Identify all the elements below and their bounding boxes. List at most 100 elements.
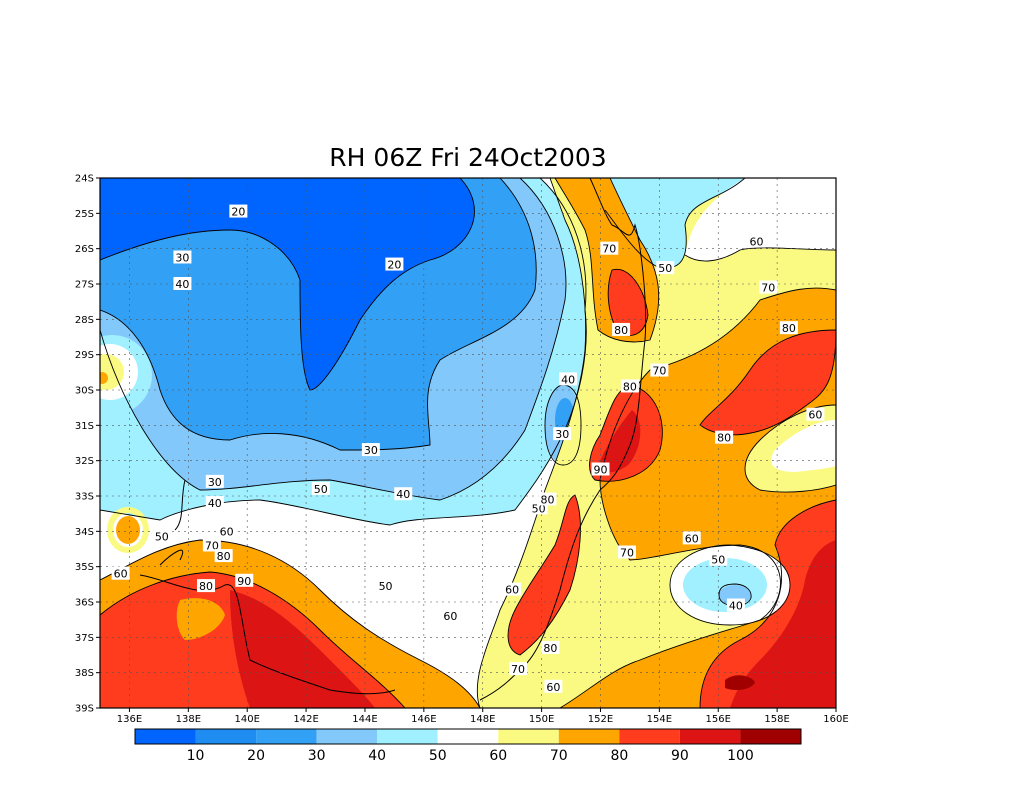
- contour-label-bg: [612, 322, 631, 336]
- fill-80-90-north: [608, 269, 648, 336]
- contour-label-bg: [214, 549, 233, 563]
- contour-label: 80: [623, 380, 637, 393]
- fill-west-34s-orange: [116, 516, 140, 544]
- contour-label: 60: [685, 532, 699, 545]
- colorbar-label: 100: [727, 748, 754, 764]
- contour-label: 60: [750, 236, 764, 249]
- contour-labels: 20 20 30 40 30 30 40 40 50 40 30 50 60 50 70 80 60 80 90 50…: [111, 204, 825, 694]
- contour-label: 50: [711, 554, 725, 567]
- y-axis-ticks: 24S 25S 26S 27S 28S 29S 30S 31S 32S 33S 34S 35S 36S 3…: [75, 174, 100, 715]
- contour-line-70-south: [100, 539, 481, 708]
- contour-label-bg: [538, 492, 557, 506]
- x-tick-label: 140E: [234, 714, 259, 725]
- contour-label: 80: [540, 494, 554, 507]
- contour-label: 50: [155, 531, 169, 544]
- contour-label-bg: [591, 462, 610, 476]
- fill-90-100-southeast: [730, 540, 836, 708]
- contour-line-50-east-loop: [669, 544, 791, 626]
- x-tick-label: 142E: [293, 714, 318, 725]
- contour-lines: [100, 178, 836, 708]
- x-tick-label: 154E: [647, 714, 672, 725]
- contour-line-20: [100, 178, 475, 391]
- colorbar-label: 80: [610, 748, 628, 764]
- contour-label: 80: [782, 322, 796, 335]
- x-tick-label: 150E: [529, 714, 554, 725]
- contour-line-80-coast: [507, 494, 581, 656]
- colorbar-swatch: [437, 729, 499, 744]
- contour-label-bg: [173, 277, 192, 290]
- contour-label: 30: [364, 444, 378, 457]
- contour-label: 20: [231, 206, 245, 219]
- contour-label: 70: [761, 282, 775, 295]
- contour-label-bg: [394, 487, 413, 501]
- colorbar-swatch: [135, 729, 196, 744]
- colorbar-swatch: [740, 729, 801, 744]
- contour-label: 30: [555, 428, 569, 441]
- contour-label: 60: [808, 409, 822, 422]
- contour-line-80-south: [100, 571, 406, 708]
- contour-label-bg: [205, 474, 224, 488]
- colorbar-swatch: [558, 729, 620, 744]
- colorbar-swatch: [498, 729, 559, 744]
- contour-label-bg: [617, 545, 636, 559]
- contour-line-70-east: [559, 287, 836, 708]
- contour-label-bg: [544, 679, 563, 693]
- y-tick-label: 30S: [75, 386, 94, 397]
- colorbar-swatch: [619, 729, 680, 744]
- fill-east-white-pocket-inner: [771, 420, 836, 472]
- contour-label-bg: [205, 496, 224, 510]
- colorbar-label: 70: [550, 748, 568, 764]
- contour-label: 70: [602, 243, 616, 256]
- colorbar-swatch: [316, 729, 378, 744]
- y-tick-label: 31S: [75, 421, 94, 432]
- contour-label-bg: [311, 481, 330, 495]
- contour-label: 80: [199, 580, 213, 593]
- colorbar-swatch: [195, 729, 257, 744]
- contour-label: 60: [443, 610, 457, 623]
- y-tick-label: 34S: [75, 527, 94, 538]
- x-tick-label: 152E: [588, 714, 613, 725]
- contour-line-60-northeast: [684, 247, 836, 262]
- contour-line-80-north: [607, 268, 649, 336]
- contour-label: 70: [511, 663, 525, 676]
- contour-label-bg: [503, 582, 522, 596]
- fill-10-20: [100, 178, 475, 390]
- contour-label-bg: [650, 363, 669, 377]
- x-tick-label: 136E: [117, 714, 142, 725]
- contour-label-bg: [217, 524, 236, 538]
- contour-label: 80: [614, 324, 628, 337]
- contour-label: 50: [314, 483, 328, 496]
- x-tick-label: 160E: [823, 714, 848, 725]
- contour-label-bg: [709, 552, 728, 566]
- contour-label: 40: [561, 373, 575, 386]
- contour-label: 90: [237, 575, 251, 588]
- contour-label: 70: [620, 547, 634, 560]
- x-axis-ticks: 136E 138E 140E 142E 144E 146E 148E 150E 152E 154E…: [117, 708, 849, 725]
- contour-label: 60: [546, 681, 560, 694]
- contour-label: 40: [729, 600, 743, 613]
- contour-label: 60: [505, 584, 519, 597]
- contour-label-bg: [509, 662, 528, 676]
- contour-label-bg: [541, 640, 560, 654]
- contour-label-bg: [715, 430, 734, 444]
- plot-frame: [99, 177, 837, 709]
- contour-label: 80: [217, 550, 231, 563]
- contour-label-bg: [111, 566, 130, 580]
- contour-label: 60: [220, 525, 234, 538]
- x-tick-label: 138E: [176, 714, 201, 725]
- contour-label-bg: [152, 529, 171, 543]
- contour-label-bg: [726, 598, 745, 612]
- y-tick-label: 39S: [75, 704, 94, 715]
- contour-label: 50: [532, 502, 546, 515]
- y-tick-label: 38S: [75, 668, 94, 679]
- contour-label: 40: [396, 488, 410, 501]
- fill-90-100-south: [230, 590, 375, 708]
- contour-label: 60: [114, 568, 128, 581]
- contour-line-30: [100, 178, 537, 451]
- contour-label-bg: [559, 372, 578, 386]
- contour-label: 80: [543, 642, 557, 655]
- colorbar-label: 60: [489, 748, 507, 764]
- contour-label: 30: [208, 476, 222, 489]
- y-tick-label: 27S: [75, 280, 94, 291]
- contour-label-bg: [553, 427, 572, 441]
